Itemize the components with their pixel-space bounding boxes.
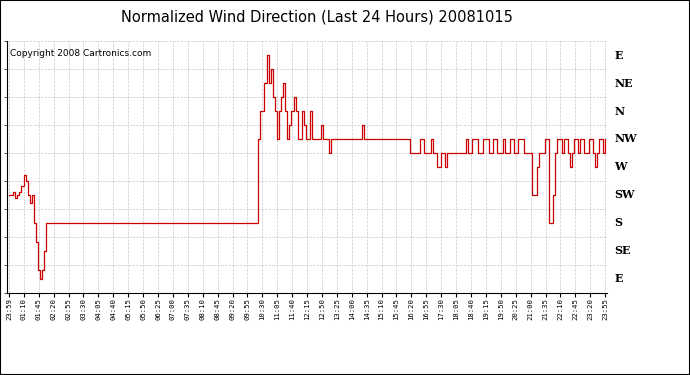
Text: NW: NW xyxy=(614,134,637,144)
Text: N: N xyxy=(614,105,624,117)
Text: Normalized Wind Direction (Last 24 Hours) 20081015: Normalized Wind Direction (Last 24 Hours… xyxy=(121,9,513,24)
Text: E: E xyxy=(614,273,622,284)
Text: Copyright 2008 Cartronics.com: Copyright 2008 Cartronics.com xyxy=(10,49,151,58)
Text: W: W xyxy=(614,161,627,172)
Text: E: E xyxy=(614,50,622,61)
Text: SW: SW xyxy=(614,189,635,200)
Text: S: S xyxy=(614,217,622,228)
Text: SE: SE xyxy=(614,245,631,256)
Text: NE: NE xyxy=(614,78,633,88)
